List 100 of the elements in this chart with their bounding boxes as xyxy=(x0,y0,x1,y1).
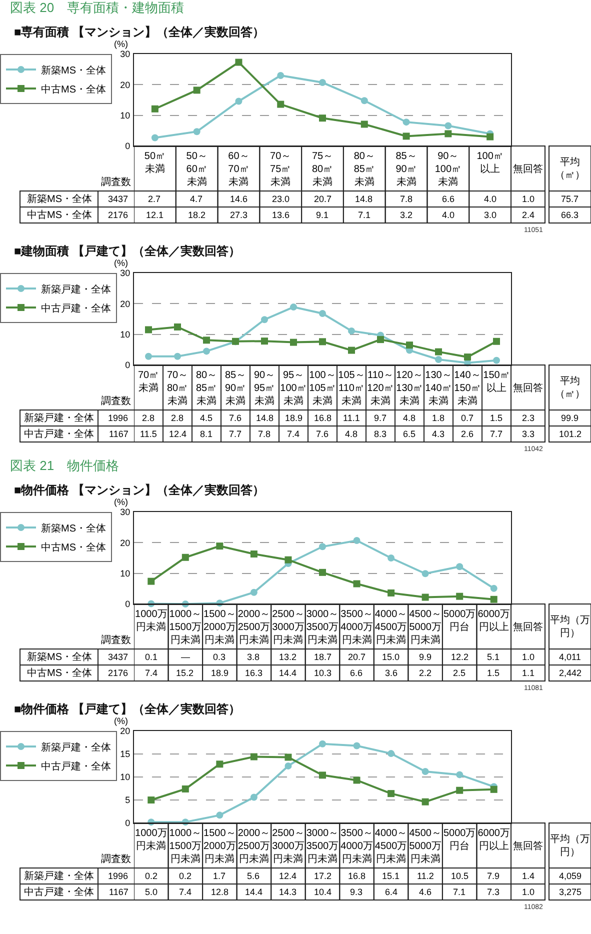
data-label: 3.2 xyxy=(400,210,413,220)
text: 2,442 xyxy=(559,668,582,678)
point xyxy=(435,356,442,363)
point xyxy=(422,798,429,806)
data-label: 7.6 xyxy=(229,413,242,423)
x-tick-label: 2500～3000万円未満 xyxy=(272,828,304,865)
legend-label: 中古MS・全体 xyxy=(41,83,106,96)
point xyxy=(250,588,258,596)
point xyxy=(402,132,410,140)
data-label: 4.0 xyxy=(484,194,497,204)
data-label: 18.9 xyxy=(285,413,303,423)
data-label: 12.8 xyxy=(211,887,229,897)
point xyxy=(388,790,395,798)
point xyxy=(290,304,297,311)
data-label: 9.9 xyxy=(419,652,432,662)
text: 3.3 xyxy=(522,429,535,439)
text: 2176 xyxy=(108,668,128,678)
data-label: 10.4 xyxy=(314,887,332,897)
x-tick-label: 90～95㎡未満 xyxy=(254,370,276,407)
point xyxy=(216,542,224,550)
legend-label: 新築戸建・全体 xyxy=(41,283,111,296)
text: 2.4 xyxy=(522,210,535,220)
text: 1.0 xyxy=(522,652,535,662)
point xyxy=(319,79,326,86)
y-tick-label: 20 xyxy=(120,538,130,548)
point xyxy=(261,316,268,324)
data-label: 17.2 xyxy=(314,871,332,881)
point xyxy=(464,354,471,361)
data-label: 7.9 xyxy=(487,871,500,881)
data-label: 6.6 xyxy=(442,194,455,204)
text: 1.0 xyxy=(522,194,535,204)
chart-subtitle: ■専有面積 【マンション】（全体／実数回答） xyxy=(14,25,265,39)
y-tick-label: 30 xyxy=(120,268,130,278)
point xyxy=(493,356,500,364)
text: 平均（㎡） xyxy=(555,375,585,400)
chart-title: ■建物面積 【戸建て】（全体／実数回答） xyxy=(14,244,241,258)
data-label: 9.7 xyxy=(374,413,387,423)
point xyxy=(174,323,181,330)
point xyxy=(203,348,210,355)
data-label: 1.5 xyxy=(490,413,503,423)
y-axis-title: (%) xyxy=(114,497,128,507)
point xyxy=(174,352,181,360)
x-tick-label: 80～85㎡未満 xyxy=(196,370,218,407)
data-label: 4.8 xyxy=(345,429,358,439)
x-tick-label: 105～110㎡未満 xyxy=(338,370,365,407)
data-label: 8.1 xyxy=(200,429,213,439)
data-label: 20.7 xyxy=(314,194,332,204)
text: 中古MS・全体 xyxy=(27,210,92,221)
point xyxy=(388,589,395,596)
point xyxy=(145,352,152,360)
x-tick-label: 1500～2000万円未満 xyxy=(204,609,236,646)
data-label: 6.6 xyxy=(350,668,363,678)
point xyxy=(388,554,395,562)
data-label: 27.3 xyxy=(230,210,248,220)
text: 3,275 xyxy=(559,887,582,897)
x-tick-label: 1000万円未満 xyxy=(135,609,168,633)
data-label: 14.8 xyxy=(355,194,373,204)
point xyxy=(148,578,155,585)
data-label: 14.3 xyxy=(279,887,297,897)
data-label: 7.6 xyxy=(316,429,329,439)
x-tick-label: 130～140㎡未満 xyxy=(425,370,452,407)
data-label: 15.0 xyxy=(382,652,400,662)
text: 2176 xyxy=(108,210,128,220)
point xyxy=(456,771,464,778)
data-label: 11.1 xyxy=(343,413,360,423)
data-label: 12.4 xyxy=(279,871,297,881)
data-label: 7.4 xyxy=(145,668,158,678)
point xyxy=(182,554,189,561)
point xyxy=(250,794,258,801)
text: 中古戸建・全体 xyxy=(24,429,94,440)
point xyxy=(353,580,360,588)
x-tick-label: 60～70㎡未満 xyxy=(228,151,250,188)
data-label: 23.0 xyxy=(272,194,290,204)
x-tick-label: 50～60㎡未満 xyxy=(186,151,208,188)
text: 新築MS・全体 xyxy=(27,194,92,205)
point xyxy=(284,556,292,564)
x-tick-label: 70～80㎡未満 xyxy=(166,370,188,407)
point xyxy=(277,72,284,79)
data-label: 5.0 xyxy=(145,887,158,897)
point xyxy=(406,342,413,349)
data-label: 0.2 xyxy=(179,871,192,881)
x-tick-label: 95～100㎡未満 xyxy=(280,370,307,407)
y-tick-label: 0 xyxy=(125,141,130,152)
data-label: 0.2 xyxy=(145,871,158,881)
data-label: 9.1 xyxy=(316,210,329,220)
x-tick-label: 90～100㎡未満 xyxy=(434,151,462,188)
text: 平均（㎡） xyxy=(555,156,585,181)
legend-label: 新築戸建・全体 xyxy=(41,741,111,754)
text: 1996 xyxy=(108,871,128,881)
data-label: 10.5 xyxy=(451,871,469,881)
point xyxy=(319,338,326,346)
data-label: 2.8 xyxy=(171,413,184,423)
data-label: 12.4 xyxy=(169,429,187,439)
x-tick-label: 2500～3000万円未満 xyxy=(272,609,304,646)
point xyxy=(490,596,498,603)
data-label: 12.2 xyxy=(451,652,469,662)
point xyxy=(353,537,360,544)
data-label: 13.2 xyxy=(279,652,297,662)
data-label: 2.6 xyxy=(461,429,474,439)
x-tick-label: 75～80㎡未満 xyxy=(312,151,334,188)
